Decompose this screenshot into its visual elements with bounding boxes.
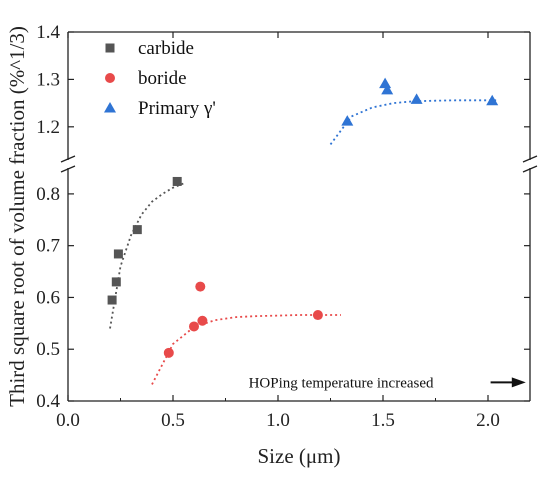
primary-point [486, 94, 499, 106]
axes: 0.0 0.5 1.0 1.5 2.0 0.4 0.5 0.6 0.7 0.8 1.2 1.3 1.4 S… [5, 22, 530, 468]
primary-point [379, 77, 392, 89]
primary-point [381, 83, 394, 95]
primary-point [341, 115, 354, 126]
fit-curves [109, 99, 499, 385]
axis-break-mark [60, 155, 76, 163]
boride-point [195, 281, 206, 292]
x-tick-label: 0.0 [56, 410, 80, 431]
legend-label-carbide: carbide [138, 38, 194, 59]
axis-break-mark [60, 165, 76, 173]
x-tick-label: 0.5 [161, 410, 185, 431]
x-tick-label: 1.0 [266, 410, 290, 431]
y-tick-label: 0.4 [36, 391, 60, 412]
x-tick-label: 1.5 [371, 410, 395, 431]
axis-break-mark [522, 165, 538, 173]
y-tick-label: 1.3 [36, 69, 60, 90]
y-tick-label: 0.7 [36, 236, 60, 257]
annotation-arrow-head [511, 377, 526, 388]
y-tick-label: 0.5 [36, 339, 60, 360]
carbide-point [132, 225, 142, 235]
x-tick-label: 2.0 [476, 410, 500, 431]
y-tick-label: 0.6 [36, 287, 60, 308]
x-axis-title: Size (μm) [258, 444, 341, 468]
axis-break-mark [522, 155, 538, 163]
carbide-point [111, 277, 121, 287]
plot-frame [60, 31, 538, 402]
boride-point [197, 315, 208, 326]
boride-point [163, 347, 174, 358]
primary-point [410, 93, 423, 104]
boride-point [189, 321, 199, 332]
data-points [107, 77, 499, 358]
y-tick-label: 0.8 [36, 184, 60, 205]
legend: carbide boride Primary γ' [104, 38, 216, 119]
annotation-text: HOPing temperature increased [249, 375, 434, 391]
legend-label-boride: boride [138, 68, 187, 89]
primary-fit-curve [329, 99, 499, 145]
annotation: HOPing temperature increased [249, 375, 526, 391]
carbide-point [107, 295, 117, 305]
legend-marker-primary [104, 102, 116, 113]
boride-point [312, 310, 323, 321]
legend-marker-boride [105, 73, 115, 83]
boride-fit-curve [151, 314, 341, 385]
y-axis-title: Third square root of volume fraction (%^… [5, 26, 29, 407]
y-tick-label: 1.4 [36, 22, 60, 43]
legend-marker-carbide [105, 43, 115, 53]
y-tick-label: 1.2 [36, 117, 60, 138]
legend-label-primary: Primary γ' [138, 98, 216, 119]
carbide-point [172, 176, 182, 186]
carbide-point [113, 249, 123, 259]
